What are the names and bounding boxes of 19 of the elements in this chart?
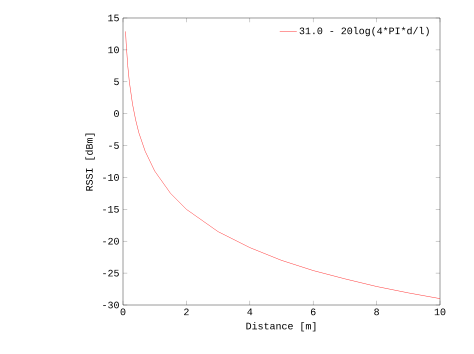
x-axis-title: Distance [m] <box>246 322 316 332</box>
y-tick-label: -10 <box>103 174 119 181</box>
x-tick-label: 6 <box>310 308 316 316</box>
x-tick-label: 4 <box>247 308 252 316</box>
y-tick-label: 0 <box>114 110 119 118</box>
x-tick-label: 8 <box>374 308 379 316</box>
y-tick-label: 15 <box>108 14 119 22</box>
y-tick-label: -15 <box>103 206 119 213</box>
y-tick-label: -25 <box>103 270 119 276</box>
x-tick-label: 0 <box>120 308 126 316</box>
y-tick-label: 10 <box>108 46 119 54</box>
y-tick-label: -5 <box>109 142 119 149</box>
legend-label: 31.0 - 20log(4*PI*d/l) <box>300 26 429 36</box>
y-tick-label: 5 <box>114 78 119 86</box>
y-tick-label: -30 <box>103 302 119 308</box>
y-tick-label: -20 <box>103 238 119 245</box>
x-tick-label: 2 <box>184 308 189 316</box>
x-tick-label: 10 <box>434 308 446 316</box>
y-axis-title: RSSI [dBm] <box>85 134 95 191</box>
